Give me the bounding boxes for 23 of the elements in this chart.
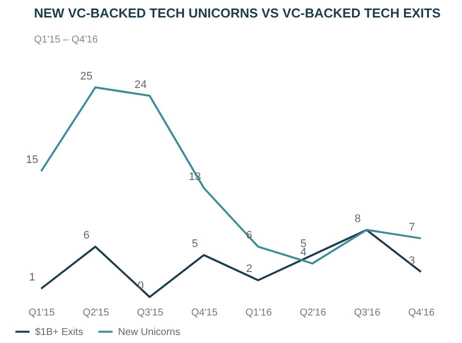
x-tick-label: Q4'15 [191,308,218,318]
data-label: 8 [354,212,361,225]
x-tick-label: Q2'15 [82,308,110,318]
legend-label: New Unicorns [118,326,180,338]
legend-label: $1B+ Exits [35,326,84,338]
data-label: 4 [300,246,306,258]
x-tick-label: Q3'15 [136,308,164,318]
data-label: 25 [80,70,92,82]
x-tick-label: Q4'16 [408,308,435,318]
x-tick-label: Q1'15 [28,308,56,318]
data-label: 15 [26,154,38,166]
data-label: 2 [246,263,252,276]
data-label: 6 [83,230,90,242]
data-label: 1 [29,272,36,284]
data-label: 24 [134,78,147,91]
x-tick-label: Q1'16 [245,308,272,318]
chart-title: NEW VC-BACKED TECH UNICORNS VS VC-BACKED TECH EXITS [34,5,441,20]
data-label: 3 [408,254,415,267]
chart-subtitle: Q1'15 – Q4'16 [34,34,98,46]
x-tick-label: Q3'16 [354,308,381,318]
data-label: 7 [408,221,415,234]
x-tick-label: Q2'16 [300,308,326,318]
data-label: 5 [192,238,198,250]
